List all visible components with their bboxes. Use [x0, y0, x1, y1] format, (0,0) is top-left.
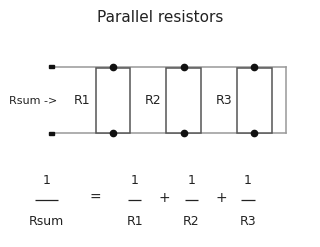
Bar — [237, 68, 272, 133]
Text: R3: R3 — [240, 215, 256, 228]
Bar — [50, 65, 53, 68]
Text: R1: R1 — [126, 215, 143, 228]
Text: =: = — [90, 191, 101, 205]
Text: +: + — [159, 191, 171, 205]
Text: 1: 1 — [188, 174, 196, 187]
Text: +: + — [215, 191, 227, 205]
Bar — [96, 68, 130, 133]
Text: R3: R3 — [216, 94, 232, 107]
Text: 1: 1 — [131, 174, 139, 187]
Text: 1: 1 — [43, 174, 51, 187]
Text: R2: R2 — [183, 215, 200, 228]
Text: 1: 1 — [244, 174, 252, 187]
Text: R1: R1 — [74, 94, 91, 107]
Text: R2: R2 — [145, 94, 162, 107]
Text: Rsum: Rsum — [29, 215, 64, 228]
Text: Rsum ->: Rsum -> — [9, 96, 57, 105]
Bar — [166, 68, 201, 133]
Bar — [50, 132, 53, 135]
Text: Parallel resistors: Parallel resistors — [97, 10, 223, 25]
